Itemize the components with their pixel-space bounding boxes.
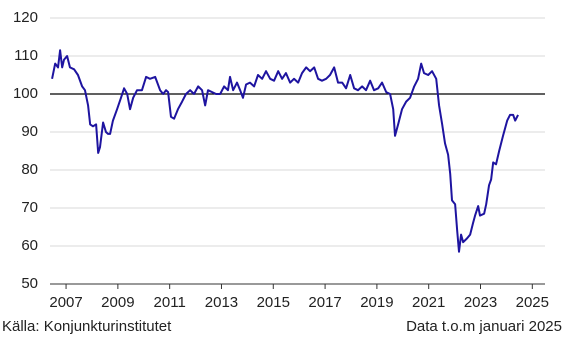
data-line	[51, 49, 519, 253]
x-tick-label: 2009	[101, 294, 134, 311]
y-tick-label: 110	[14, 47, 38, 64]
x-tick-label: 2007	[49, 294, 82, 311]
y-tick-label: 80	[21, 161, 38, 178]
x-tick-label: 2013	[205, 294, 238, 311]
x-tick-label: 2019	[360, 294, 393, 311]
x-tick-label: 2021	[412, 294, 445, 311]
y-tick-label: 60	[21, 237, 38, 254]
x-tick-label: 2025	[516, 294, 549, 311]
x-tick-label: 2017	[308, 294, 341, 311]
y-tick-label: 50	[21, 275, 38, 292]
y-tick-label: 100	[13, 85, 38, 102]
x-tick-label: 2011	[154, 294, 186, 311]
y-tick-label: 120	[13, 9, 38, 26]
note: Data t.o.m januari 2025	[406, 318, 562, 335]
x-tick-label: 2023	[464, 294, 497, 311]
y-tick-label: 90	[21, 123, 38, 140]
x-tick-label: 2015	[257, 294, 290, 311]
source: Källa: Konjunkturinstitutet	[2, 318, 172, 335]
y-tick-label: 70	[21, 199, 38, 216]
